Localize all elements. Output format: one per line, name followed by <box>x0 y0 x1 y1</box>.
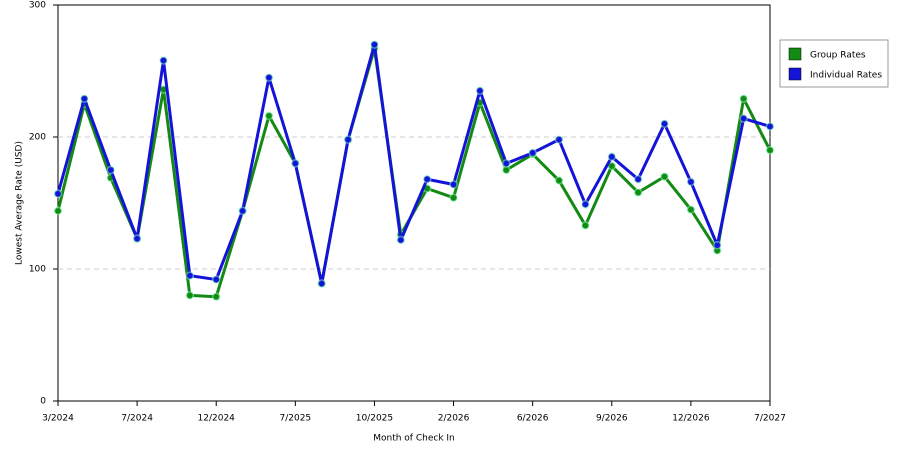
data-point <box>396 235 406 245</box>
data-point <box>185 271 195 280</box>
data-point <box>581 200 590 209</box>
y-tick-label: 0 <box>40 397 46 407</box>
y-axis-label: Lowest Average Rate (USD) <box>15 141 25 265</box>
x-tick-label: 7/2024 <box>121 414 153 424</box>
y-tick-label: 200 <box>29 133 46 143</box>
x-axis-label: Month of Check In <box>373 434 455 444</box>
data-point <box>264 73 274 82</box>
data-point <box>686 205 696 214</box>
x-tick-label: 6/2026 <box>517 414 549 424</box>
legend-swatch <box>788 67 802 81</box>
data-point <box>765 145 775 155</box>
data-point <box>238 206 247 216</box>
data-point <box>475 86 485 96</box>
legend-swatch <box>788 47 802 61</box>
data-point <box>739 114 748 123</box>
data-point <box>554 176 564 185</box>
data-point <box>317 279 326 288</box>
data-point <box>449 193 458 202</box>
data-point <box>607 152 617 162</box>
data-point <box>53 206 63 216</box>
x-tick-label: 12/2024 <box>198 414 236 424</box>
x-tick-label: 3/2024 <box>42 414 74 424</box>
data-point <box>422 174 432 184</box>
data-point <box>502 159 511 168</box>
data-point <box>264 111 274 121</box>
data-point <box>185 291 195 300</box>
x-tick-label: 10/2025 <box>356 414 393 424</box>
data-point <box>53 189 63 199</box>
data-point <box>343 135 353 144</box>
data-point <box>291 159 300 168</box>
data-point <box>106 165 115 175</box>
data-point <box>765 122 775 131</box>
x-tick-label: 12/2026 <box>672 414 710 424</box>
data-point <box>686 177 696 187</box>
data-point <box>581 221 590 230</box>
series-line <box>56 43 771 286</box>
y-tick-label: 100 <box>29 265 46 275</box>
data-point <box>80 94 89 103</box>
data-point <box>449 180 458 189</box>
data-point <box>528 148 537 158</box>
y-tick-label: 300 <box>29 1 46 11</box>
data-point <box>159 56 168 65</box>
data-point <box>633 174 643 184</box>
x-tick-label: 2/2026 <box>438 414 470 424</box>
data-point <box>370 40 379 49</box>
data-point <box>132 234 142 243</box>
x-tick-label: 9/2026 <box>596 414 628 424</box>
data-point <box>713 240 722 250</box>
data-point <box>660 172 669 181</box>
data-point <box>211 275 221 284</box>
data-point <box>739 94 748 103</box>
legend-label: Individual Rates <box>810 71 882 81</box>
data-point <box>660 119 669 129</box>
data-point <box>633 188 643 197</box>
x-tick-label: 7/2027 <box>754 414 786 424</box>
legend-label: Group Rates <box>810 51 866 61</box>
data-point <box>211 292 221 301</box>
data-point <box>554 135 564 144</box>
x-tick-label: 7/2025 <box>279 414 311 424</box>
